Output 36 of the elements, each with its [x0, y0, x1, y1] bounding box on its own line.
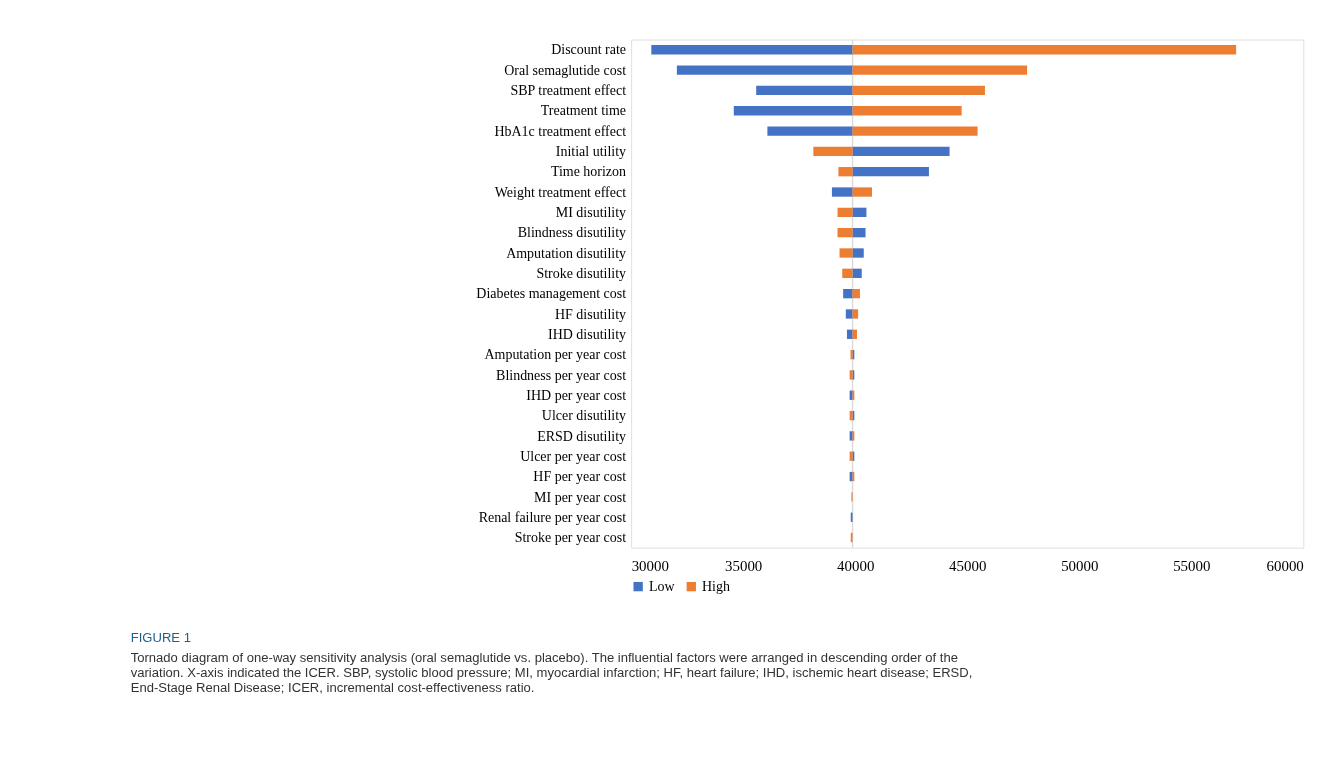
legend-label: High	[702, 579, 730, 595]
y-tick-label: Ulcer disutility	[541, 408, 627, 424]
y-tick-label: Weight treatment effect	[494, 184, 627, 200]
y-tick-label: Blindness per year cost	[496, 367, 627, 383]
y-tick-label: Stroke disutility	[536, 265, 627, 281]
y-tick-label: Time horizon	[550, 164, 627, 180]
x-tick-label: 50000	[1061, 558, 1099, 575]
y-tick-label: HF per year cost	[533, 469, 627, 485]
y-tick-label: Diabetes management cost	[476, 286, 627, 302]
y-tick-label: Discount rate	[551, 42, 627, 58]
y-tick-label: Stroke per year cost	[514, 530, 627, 546]
y-tick-label: ERSD disutility	[537, 428, 627, 444]
y-tick-label: Ulcer per year cost	[520, 448, 627, 464]
text: Tornado diagram of one-way sensitivity analysis (oral semaglutide vs. placebo). The influential factors were arranged in descending order of the variation. X-axis indicated the ICER. SBP, systolic blood pressure; MI, myocardial infarction; HF, heart failure; IHD, ischemic heart disease; ERSD, End-Stage Renal Disease; ICER, incremental cost-effectiveness ratio.	[130, 650, 973, 696]
x-tick-label: 30000	[631, 558, 669, 575]
x-tick-label: 35000	[725, 558, 763, 575]
y-tick-label: HbA1c treatment effect	[494, 123, 627, 139]
y-tick-label: MI per year cost	[534, 489, 627, 505]
x-tick-label: 60000	[1266, 558, 1304, 575]
y-tick-label: Amputation per year cost	[484, 347, 627, 363]
y-tick-label: Blindness disutility	[517, 225, 627, 241]
y-tick-label: MI disutility	[555, 205, 627, 221]
y-tick-label: Oral semaglutide cost	[504, 62, 627, 78]
y-tick-label: Amputation disutility	[506, 245, 627, 261]
x-tick-label: 55000	[1173, 558, 1211, 575]
x-tick-label: 40000	[837, 558, 875, 575]
text: FIGURE 1	[130, 629, 191, 645]
y-tick-label: Renal failure per year cost	[478, 509, 627, 525]
y-tick-label: IHD per year cost	[526, 387, 627, 403]
y-tick-label: HF disutility	[555, 306, 627, 322]
x-tick-label: 45000	[949, 558, 987, 575]
y-tick-label: IHD disutility	[548, 326, 627, 342]
y-tick-label: Initial utility	[555, 144, 627, 160]
y-tick-label: SBP treatment effect	[510, 83, 627, 99]
y-tick-label: Treatment time	[540, 103, 627, 119]
legend-label: Low	[648, 579, 676, 595]
